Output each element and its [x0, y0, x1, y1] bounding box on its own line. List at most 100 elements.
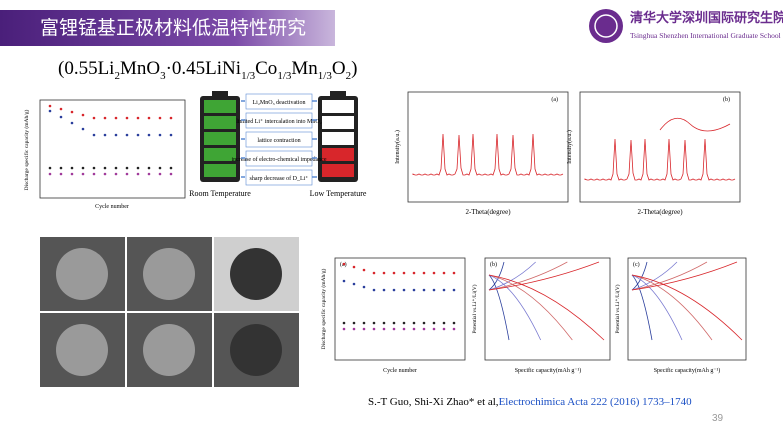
decor-point [70, 166, 74, 170]
decor-curve [631, 274, 653, 341]
chart-frame [407, 91, 569, 203]
citation-authors: S.-T Guo, Shi-Xi Zhao* et al, [368, 396, 499, 408]
decor-point [372, 288, 376, 292]
formula-text: Mn [291, 58, 318, 79]
formula-text: (0.55Li [58, 58, 115, 79]
decor-point [352, 265, 356, 269]
axis-title: Intensity(a.u.) [394, 130, 401, 164]
decor-point [392, 327, 396, 331]
slide-title: 富锂锰基正极材料低温特性研究 [0, 10, 335, 46]
decor-point [136, 116, 140, 120]
axis-title: Specific capacity(mAh g⁻¹) [654, 367, 721, 374]
decor-point [342, 327, 346, 331]
decor-point [442, 288, 446, 292]
decor-curve [488, 261, 505, 291]
formula-text: O [331, 58, 346, 79]
decor-point [452, 288, 456, 292]
micrograph-particle [56, 248, 108, 300]
decor-point [70, 172, 74, 176]
panel-label: (c) [633, 261, 640, 268]
decor-point [136, 166, 140, 170]
battery-cell [322, 164, 354, 177]
decor-point [81, 113, 85, 117]
logo-ring [594, 14, 618, 38]
mechanism-text: limited Li⁺ intercalation into MnO₂ [236, 118, 322, 125]
decor-curve [488, 274, 605, 341]
decor-point [442, 271, 446, 275]
decor-point [169, 172, 173, 176]
decor-point [48, 104, 52, 108]
decor-point [59, 115, 63, 119]
decor-point [392, 271, 396, 275]
decor-curve [488, 261, 536, 291]
decor-point [114, 133, 118, 137]
battery-cap [330, 91, 346, 97]
decor-point [422, 271, 426, 275]
decor-point [392, 288, 396, 292]
decor-point [103, 172, 107, 176]
formula-subscript: 1/3 [241, 69, 256, 82]
axis-title: Specific capacity(mAh g⁻¹) [515, 367, 582, 374]
decor-point [125, 116, 129, 120]
formula-subscript: 2 [114, 69, 120, 82]
decor-point [103, 116, 107, 120]
logo-emblem [589, 9, 623, 43]
decor-point [342, 321, 346, 325]
decor-point [169, 116, 173, 120]
battery-cell [322, 100, 354, 113]
battery-cell [204, 132, 236, 145]
axis-title: Cycle number [383, 368, 417, 374]
decor-point [59, 166, 63, 170]
decor-point [136, 172, 140, 176]
decor-point [125, 166, 129, 170]
battery-cell [204, 116, 236, 129]
decor-point [452, 321, 456, 325]
decor-curve [631, 261, 708, 291]
decor-point [59, 107, 63, 111]
decor-point [452, 271, 456, 275]
formula-subscript: 1/3 [277, 69, 292, 82]
micrograph-particle [230, 248, 282, 300]
axis-title: Discharge specific capacity (mAh/g) [23, 109, 30, 190]
axis-title: 2-Theta(degree) [637, 208, 683, 216]
citation: S.-T Guo, Shi-Xi Zhao* et al,Electrochim… [368, 396, 692, 408]
decor-point [147, 172, 151, 176]
formula: (0.55Li2MnO3·0.45LiNi1/3Co1/3Mn1/3O2) [58, 58, 357, 82]
decor-point [158, 166, 162, 170]
panel-label: (b) [723, 96, 730, 103]
decor-point [81, 172, 85, 176]
battery-cell [322, 116, 354, 129]
decor-point [81, 127, 85, 131]
decor-trace [659, 117, 731, 132]
decor-point [92, 133, 96, 137]
decor-point [442, 327, 446, 331]
decor-point [422, 321, 426, 325]
citation-journal[interactable]: Electrochimica Acta 222 (2016) 1733–1740 [498, 396, 692, 408]
decor-point [48, 109, 52, 113]
formula-text: ·0.45LiNi [165, 58, 242, 79]
decor-point [432, 327, 436, 331]
page-number: 39 [712, 413, 724, 424]
battery-cell [322, 148, 354, 161]
decor-point [125, 133, 129, 137]
decor-point [412, 321, 416, 325]
decor-point [158, 172, 162, 176]
mechanism-text: sharp decrease of D_Li⁺ [250, 175, 309, 182]
decor-point [342, 262, 346, 266]
axis-title: 2-Theta(degree) [465, 208, 511, 216]
decor-point [382, 321, 386, 325]
decor-point [147, 166, 151, 170]
decor-point [48, 172, 52, 176]
decor-trace [584, 138, 736, 181]
decor-point [169, 166, 173, 170]
decor-point [422, 327, 426, 331]
decor-point [342, 279, 346, 283]
decor-point [70, 110, 74, 114]
micrograph-particle [230, 324, 282, 376]
decor-point [382, 288, 386, 292]
decor-trace [412, 133, 564, 176]
decor-point [432, 321, 436, 325]
decor-point [114, 116, 118, 120]
decor-point [422, 288, 426, 292]
